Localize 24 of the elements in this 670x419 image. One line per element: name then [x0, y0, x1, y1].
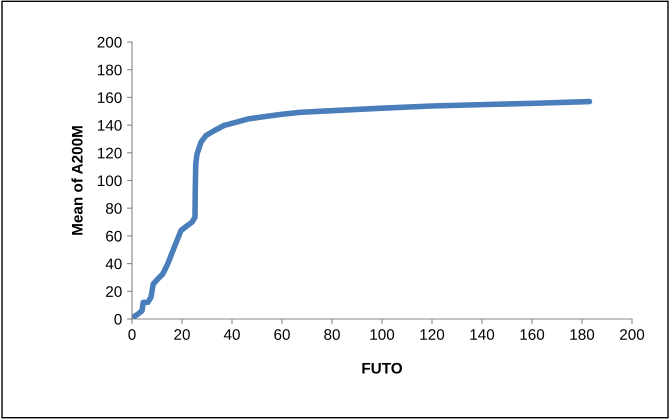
x-tick-label: 60: [274, 329, 290, 340]
x-tick-label: 20: [174, 329, 190, 340]
x-tick-label: 140: [470, 329, 494, 340]
x-tick-label: 0: [128, 329, 136, 340]
x-axis-title: FUTO: [362, 362, 402, 374]
y-axis-title: Mean of A200M: [71, 126, 83, 235]
y-tick-label: 40: [106, 258, 122, 270]
x-tick-label: 180: [570, 329, 594, 340]
y-tick-label: 60: [106, 230, 122, 242]
y-tick-label: 200: [98, 36, 122, 48]
x-tick-label: 160: [520, 329, 544, 340]
x-tick-label: 80: [324, 329, 340, 340]
x-tick-label: 200: [620, 329, 644, 340]
y-tick-label: 20: [106, 286, 122, 297]
y-tick-label: 180: [98, 64, 122, 76]
y-tick-label: 140: [98, 120, 122, 131]
y-tick-label: 80: [106, 203, 122, 214]
y-tick-label: 120: [98, 148, 122, 158]
y-tick-label: 100: [98, 175, 122, 186]
y-tick-label: 160: [98, 92, 122, 104]
y-tick-label: 0: [114, 314, 122, 325]
x-tick-label: 40: [224, 329, 240, 340]
x-tick-label: 100: [370, 329, 394, 340]
x-tick-label: 120: [420, 329, 444, 340]
